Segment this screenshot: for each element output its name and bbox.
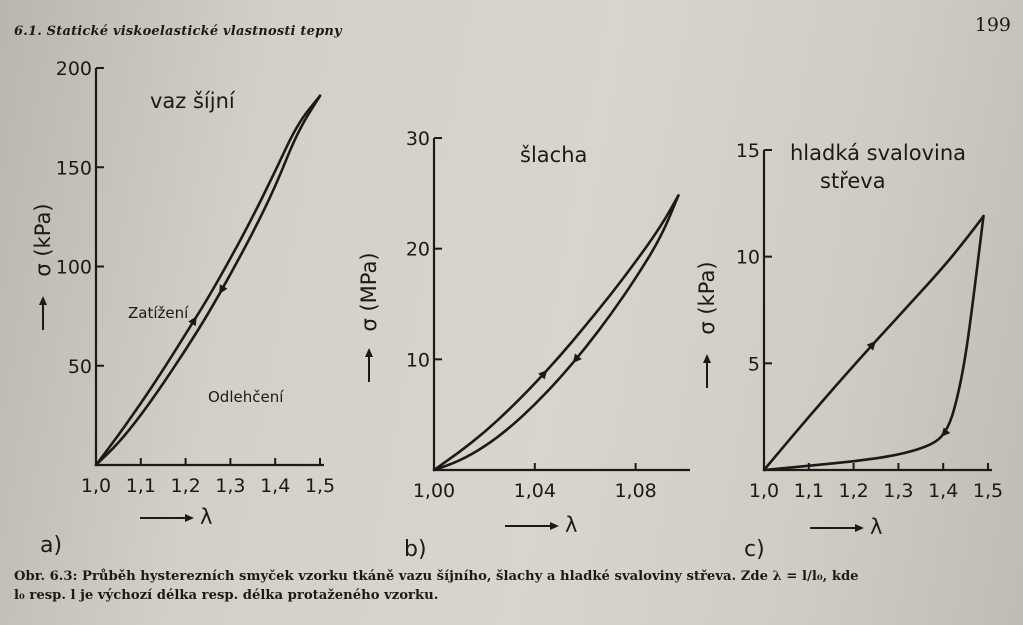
panel-1-annotation: Odlehčení: [208, 388, 284, 406]
panel-1-y-tick-label: 50: [68, 356, 92, 378]
panel-3-title: střeva: [820, 169, 886, 193]
panel-3-x-tick-label: 1,0: [749, 480, 779, 502]
panel-3-direction-arrow: [866, 340, 876, 351]
panel-3-x-axis-label: λ: [870, 515, 882, 539]
panel-1-label: a): [40, 533, 62, 558]
panel-1-direction-arrow: [219, 284, 228, 295]
panel-1-y-axis-label: σ (kPa): [31, 203, 55, 276]
panel-1-x-tick-label: 1,0: [81, 475, 111, 497]
panel-2-y-axis-label: σ (MPa): [357, 252, 381, 331]
panel-2-series-unloading-line: [432, 194, 680, 472]
panel-1-x-axis-arrowhead: [185, 514, 194, 522]
panel-2-y-tick-label: 20: [406, 239, 430, 261]
panel-1-x-tick-label: 1,5: [305, 475, 335, 497]
panel-2-y-axis-arrowhead: [365, 348, 373, 357]
panel-1-x-tick-label: 1,4: [260, 475, 290, 497]
figure-6-3: 50 100 150 200 1,0 1,1 1,2 1,3 1,4 1,5 vaz šíjní σ …: [31, 58, 1003, 560]
panel-2-x-axis-arrowhead: [550, 522, 559, 530]
panel-1-y-tick-label: 100: [56, 257, 92, 279]
panel-2-series-loading-line: [432, 194, 680, 472]
panel-2-x-tick-label: 1,04: [514, 480, 556, 502]
panel-3-series-loading-line: [762, 214, 985, 472]
panel-1-y-tick-label: 150: [56, 157, 92, 179]
panel-3-x-tick-label: 1,1: [794, 480, 824, 502]
panel-1-title: vaz šíjní: [150, 89, 236, 113]
section-title: 6.1. Statické viskoelastické vlastnosti …: [14, 24, 342, 39]
panel-3-x-tick-label: 1,4: [928, 480, 958, 502]
panel-3-y-axis-label: σ (kPa): [695, 261, 719, 334]
panel-1-series-loading-line: [94, 94, 322, 467]
panel-3-y-tick-label: 10: [736, 247, 760, 269]
panel-3-x-tick-label: 1,5: [973, 480, 1003, 502]
panel-2-title: šlacha: [520, 143, 587, 167]
panel-1-x-tick-label: 1,1: [126, 475, 156, 497]
panel-2-x-tick-label: 1,00: [413, 480, 455, 502]
panel-3-series-unloading-line: [762, 214, 985, 472]
panel-2-y-tick-label: 10: [406, 349, 430, 371]
panel-3-title: hladká svalovina: [790, 141, 966, 165]
caption-line-2: l₀ resp. l je výchozí délka resp. délka …: [14, 588, 439, 603]
panel-3-x-tick-label: 1,3: [883, 480, 913, 502]
panel-3-y-tick-label: 5: [748, 353, 760, 375]
caption-line-1: Obr. 6.3: Průběh hysterezních smyček vzo…: [14, 569, 859, 584]
panel-1-x-tick-label: 1,2: [170, 475, 200, 497]
panel-3-direction-arrow: [940, 427, 951, 437]
panel-3-label: c): [744, 537, 765, 560]
panel-3-x-tick-label: 1,2: [838, 480, 868, 502]
figure-caption: Obr. 6.3: Průběh hysterezních smyček vzo…: [14, 567, 1014, 605]
panel-3-y-tick-label: 15: [736, 140, 760, 162]
panel-1-y-axis-arrowhead: [39, 296, 47, 305]
panel-2-x-axis-label: λ: [565, 513, 577, 537]
panel-1-x-tick-label: 1,3: [215, 475, 245, 497]
panel-2-direction-arrow: [538, 369, 548, 380]
panel-1-direction-arrow: [188, 316, 197, 327]
panel-2-label: b): [404, 537, 427, 560]
panel-2-direction-arrow: [572, 353, 582, 364]
panel-1-x-axis-label: λ: [200, 505, 212, 529]
panel-1-annotation: Zatížení: [128, 304, 189, 322]
panel-1-series-unloading-line: [94, 94, 322, 467]
panel-3-x-axis-arrowhead: [855, 524, 864, 532]
panel-2-x-tick-label: 1,08: [614, 480, 656, 502]
panel-1-y-tick-label: 200: [56, 58, 92, 80]
page-number: 199: [974, 14, 1011, 36]
panel-2-y-tick-label: 30: [406, 128, 430, 150]
panel-3-y-axis-arrowhead: [703, 354, 711, 363]
